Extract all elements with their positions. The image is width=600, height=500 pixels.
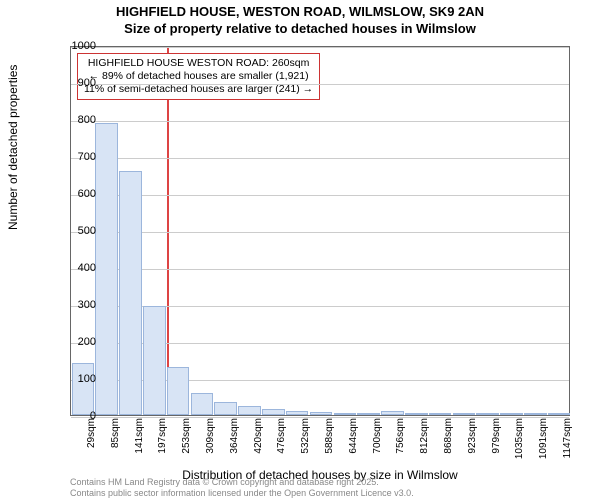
histogram-bar: [167, 367, 190, 415]
footer-line-2: Contains public sector information licen…: [70, 488, 414, 498]
annotation-line-3: 11% of semi-detached houses are larger (…: [84, 83, 313, 96]
footer-attribution: Contains HM Land Registry data © Crown c…: [70, 477, 414, 498]
gridline: [71, 84, 569, 85]
gridline: [71, 47, 569, 48]
gridline: [71, 195, 569, 196]
y-tick-label: 800: [56, 114, 96, 126]
histogram-bar: [524, 413, 547, 415]
x-tick-label: 1091sqm: [538, 418, 549, 464]
gridline: [71, 158, 569, 159]
histogram-bar: [310, 412, 333, 415]
x-tick-label: 923sqm: [467, 418, 478, 464]
histogram-bar: [381, 411, 404, 415]
histogram-bar: [143, 306, 166, 415]
histogram-bar: [405, 413, 428, 415]
x-tick-label: 700sqm: [372, 418, 383, 464]
y-axis-label: Number of detached properties: [6, 65, 20, 230]
y-tick-label: 300: [56, 299, 96, 311]
histogram-bar: [357, 413, 380, 415]
histogram-bar: [334, 413, 357, 415]
y-tick-label: 100: [56, 373, 96, 385]
histogram-bar: [191, 393, 214, 415]
x-tick-label: 644sqm: [348, 418, 359, 464]
histogram-bar: [95, 123, 118, 415]
x-tick-label: 85sqm: [110, 418, 121, 464]
gridline: [71, 269, 569, 270]
y-tick-label: 400: [56, 262, 96, 274]
y-tick-label: 900: [56, 77, 96, 89]
x-tick-label: 476sqm: [276, 418, 287, 464]
gridline: [71, 121, 569, 122]
x-tick-label: 197sqm: [157, 418, 168, 464]
histogram-bar: [453, 413, 476, 415]
x-tick-label: 420sqm: [253, 418, 264, 464]
y-tick-label: 600: [56, 188, 96, 200]
histogram-bar: [72, 363, 95, 415]
x-tick-label: 812sqm: [419, 418, 430, 464]
x-tick-label: 253sqm: [181, 418, 192, 464]
histogram-bar: [286, 411, 309, 415]
x-tick-label: 1035sqm: [514, 418, 525, 464]
x-tick-label: 141sqm: [134, 418, 145, 464]
x-tick-label: 1147sqm: [562, 418, 573, 464]
x-tick-label: 756sqm: [395, 418, 406, 464]
property-marker-line: [167, 47, 169, 415]
histogram-bar: [119, 171, 142, 415]
x-tick-label: 309sqm: [205, 418, 216, 464]
title-line-1: HIGHFIELD HOUSE, WESTON ROAD, WILMSLOW, …: [0, 4, 600, 21]
annotation-line-2: ← 89% of detached houses are smaller (1,…: [84, 70, 313, 83]
y-tick-label: 500: [56, 225, 96, 237]
annotation-line-1: HIGHFIELD HOUSE WESTON ROAD: 260sqm: [84, 57, 313, 70]
y-tick-label: 700: [56, 151, 96, 163]
chart-title: HIGHFIELD HOUSE, WESTON ROAD, WILMSLOW, …: [0, 0, 600, 38]
histogram-bar: [476, 413, 499, 415]
histogram-bar: [262, 409, 285, 415]
y-tick-label: 200: [56, 336, 96, 348]
histogram-bar: [214, 402, 237, 415]
gridline: [71, 232, 569, 233]
histogram-bar: [238, 406, 261, 415]
x-tick-label: 979sqm: [491, 418, 502, 464]
x-tick-label: 868sqm: [443, 418, 454, 464]
annotation-box: HIGHFIELD HOUSE WESTON ROAD: 260sqm ← 89…: [77, 53, 320, 100]
histogram-bar: [500, 413, 523, 415]
histogram-bar: [429, 413, 452, 415]
x-tick-label: 588sqm: [324, 418, 335, 464]
x-tick-label: 364sqm: [229, 418, 240, 464]
plot-area: HIGHFIELD HOUSE WESTON ROAD: 260sqm ← 89…: [70, 46, 570, 416]
x-tick-label: 29sqm: [86, 418, 97, 464]
title-line-2: Size of property relative to detached ho…: [0, 21, 600, 38]
x-tick-label: 532sqm: [300, 418, 311, 464]
histogram-bar: [548, 413, 571, 415]
footer-line-1: Contains HM Land Registry data © Crown c…: [70, 477, 414, 487]
y-tick-label: 1000: [56, 40, 96, 52]
